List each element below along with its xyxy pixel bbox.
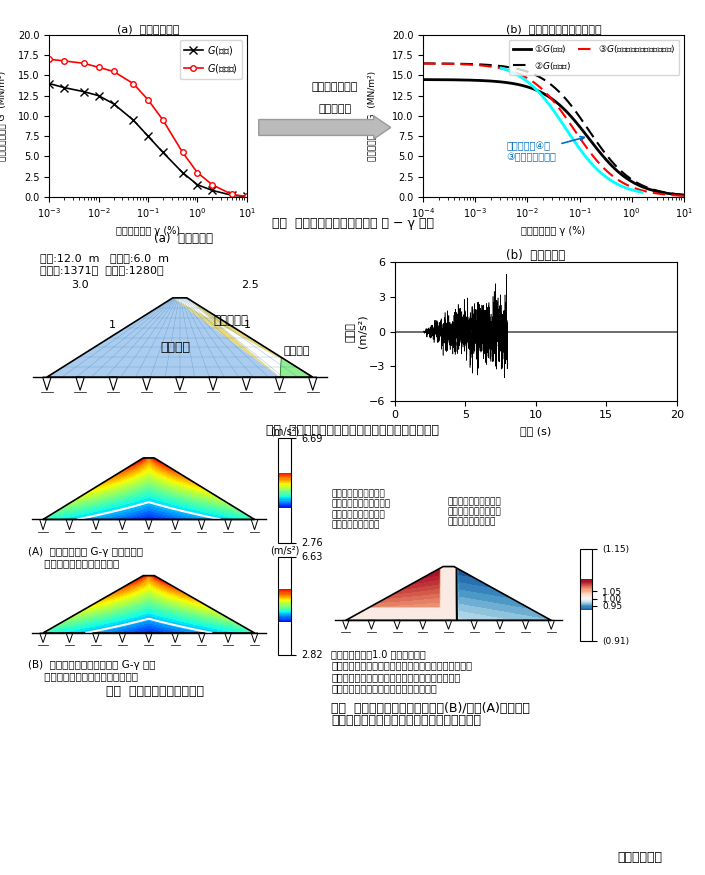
$G$(飽和) — [94, 90, 103, 101]
②$G$(不飽和) — [489, 60, 497, 71]
Line: $G$(不飽和): $G$(不飽和) — [47, 57, 250, 200]
$G$(不飽和) — [178, 147, 187, 158]
X-axis label: せん断ひずみ γ (%): せん断ひずみ γ (%) — [116, 226, 180, 236]
Text: （＊）括弧内の数値：算出された最大値または最小値: （＊）括弧内の数値：算出された最大値または最小値 — [331, 661, 472, 670]
$G$(飽和) — [193, 179, 202, 190]
$G$(不飽和) — [144, 94, 152, 105]
②$G$(不飽和) — [419, 58, 427, 68]
Text: 2.5: 2.5 — [241, 280, 259, 290]
Y-axis label: 加速度
(m/s²): 加速度 (m/s²) — [345, 315, 367, 348]
Line: ②$G$(不飽和): ②$G$(不飽和) — [423, 63, 684, 195]
Text: 節点数:1371個  要素数:1280個: 節点数:1371個 要素数:1280個 — [40, 265, 164, 275]
$G$(不飽和) — [109, 66, 118, 77]
③$G$(不飽和・飽和の比例を仮定) — [467, 60, 476, 70]
②$G$(不飽和) — [680, 190, 688, 200]
$G$(不飽和) — [45, 54, 54, 65]
③$G$(不飽和・飽和の比例を仮定) — [434, 59, 443, 69]
Text: 図４  最大応答加速度の比（図３(B)/図３(A)）の分布: 図４ 最大応答加速度の比（図３(B)/図３(A)）の分布 — [331, 702, 530, 715]
①$G$(飽和) — [489, 76, 497, 87]
Text: 不飽和領域: 不飽和領域 — [214, 314, 249, 327]
Title: (m/s²): (m/s²) — [270, 546, 300, 556]
Title: (a)  土質試験結果: (a) 土質試験結果 — [117, 24, 179, 34]
Text: 1: 1 — [109, 319, 116, 330]
$G$(不飽和) — [159, 115, 167, 125]
①$G$(飽和) — [680, 190, 688, 200]
$G$(飽和) — [144, 131, 152, 142]
$G$(不飽和) — [243, 192, 251, 202]
Text: （田頭秀弥）: （田頭秀弥） — [618, 850, 663, 864]
FancyArrow shape — [259, 116, 391, 139]
Polygon shape — [47, 298, 280, 377]
Title: (m/s²): (m/s²) — [270, 427, 300, 437]
Title: (a)  メッシュ図: (a) メッシュ図 — [154, 232, 213, 245]
Text: 3.0: 3.0 — [70, 280, 88, 290]
Text: 飽和領域ではの大きめ
の評価箇所（赤いエリア
ア）の下に小めの評価
箇所（青いエリア）: 飽和領域ではの大きめ の評価箇所（赤いエリア ア）の下に小めの評価 箇所（青いエ… — [331, 489, 391, 529]
③$G$(不飽和・飽和の比例を仮定) — [657, 189, 666, 200]
$G$(不飽和) — [80, 58, 88, 68]
Text: （カラースケールの最大値・最小値は比較を容易: （カラースケールの最大値・最小値は比較を容易 — [331, 672, 460, 682]
Title: (b)  入力地震波: (b) 入力地震波 — [506, 249, 565, 262]
③$G$(不飽和・飽和の比例を仮定) — [489, 61, 497, 72]
$G$(飽和) — [129, 115, 137, 125]
Text: ドレーン: ドレーン — [283, 346, 309, 356]
③$G$(不飽和・飽和の比例を仮定) — [680, 191, 688, 201]
Legend: $G$(飽和), $G$(不飽和): $G$(飽和), $G$(不飽和) — [180, 40, 242, 79]
Text: (A)  不飽和領域の G-γ 関係に土質
     試験データを使用した場合: (A) 不飽和領域の G-γ 関係に土質 試験データを使用した場合 — [28, 547, 143, 569]
Text: にモデル化: にモデル化 — [319, 104, 351, 114]
①$G$(飽和) — [419, 74, 427, 85]
Polygon shape — [280, 357, 313, 377]
Text: －現在の評価法が応答加速度に与える影響－: －現在の評価法が応答加速度に与える影響－ — [331, 714, 482, 727]
Text: (B)  不飽和領域と飽和領域の G-γ 関係
     が比例関係にあると仮定した場合: (B) 不飽和領域と飽和領域の G-γ 関係 が比例関係にあると仮定した場合 — [28, 660, 156, 682]
X-axis label: せん断ひずみ γ (%): せん断ひずみ γ (%) — [522, 226, 585, 236]
Text: 飽和領域: 飽和領域 — [160, 341, 190, 354]
Text: 不飽和領域の広い範囲
で応答加速度を小さく
評価（青いエリア）: 不飽和領域の広い範囲 で応答加速度を小さく 評価（青いエリア） — [448, 497, 501, 527]
②$G$(不飽和) — [657, 186, 666, 197]
$G$(飽和) — [159, 147, 167, 158]
②$G$(不飽和) — [434, 59, 443, 69]
①$G$(飽和) — [434, 74, 443, 85]
$G$(不飽和) — [60, 56, 68, 66]
③$G$(不飽和・飽和の比例を仮定) — [666, 190, 675, 200]
Text: 図２  数値解析に使用したメッシュ図と入力地震波: 図２ 数値解析に使用したメッシュ図と入力地震波 — [266, 424, 439, 437]
Line: ③$G$(不飽和・飽和の比例を仮定): ③$G$(不飽和・飽和の比例を仮定) — [423, 64, 684, 196]
$G$(飽和) — [178, 167, 187, 178]
Text: 図１  飽和状態と不飽和状態の Ｇ − γ 関係: 図１ 飽和状態と不飽和状態の Ｇ − γ 関係 — [271, 217, 434, 230]
$G$(飽和) — [243, 192, 251, 202]
①$G$(飽和) — [666, 189, 675, 200]
$G$(飽和) — [208, 186, 216, 196]
Text: この部分で④は
③よりも過大評価: この部分で④は ③よりも過大評価 — [507, 136, 584, 163]
$G$(飽和) — [228, 190, 236, 200]
$G$(飽和) — [80, 87, 88, 97]
Text: にするために別の数値を設定している）: にするために別の数値を設定している） — [331, 683, 437, 693]
$G$(不飽和) — [94, 62, 103, 73]
②$G$(不飽和) — [467, 59, 476, 69]
Y-axis label: せん断弾性係数 G  (MN/m²): せん断弾性係数 G (MN/m²) — [367, 71, 376, 161]
Title: (b)  現行の一般的な評価方法: (b) 現行の一般的な評価方法 — [505, 24, 601, 34]
③$G$(不飽和・飽和の比例を仮定) — [419, 59, 427, 69]
$G$(不飽和) — [193, 167, 202, 178]
$G$(不飽和) — [129, 78, 137, 88]
X-axis label: 時間 (s): 時間 (s) — [520, 426, 551, 436]
Text: 図３  最大応答加速度の分布: 図３ 最大応答加速度の分布 — [106, 685, 204, 698]
Line: ①$G$(飽和): ①$G$(飽和) — [423, 80, 684, 195]
Polygon shape — [173, 298, 313, 377]
②$G$(不飽和) — [429, 59, 438, 69]
Line: $G$(飽和): $G$(飽和) — [45, 80, 251, 200]
$G$(不飽和) — [228, 189, 236, 200]
①$G$(飽和) — [467, 75, 476, 86]
②$G$(不飽和) — [666, 188, 675, 199]
Text: 1: 1 — [244, 319, 251, 330]
$G$(飽和) — [60, 82, 68, 93]
Legend: ①$G$(飽和), ②$G$(不飽和), ③$G$(不飽和・飽和の比例を仮定): ①$G$(飽和), ②$G$(不飽和), ③$G$(不飽和・飽和の比例を仮定) — [509, 39, 680, 75]
Text: 堤高:12.0  m   天端幅:6.0  m: 堤高:12.0 m 天端幅:6.0 m — [40, 253, 169, 263]
①$G$(飽和) — [429, 74, 438, 85]
①$G$(飽和) — [657, 187, 666, 198]
$G$(飽和) — [109, 99, 118, 109]
Y-axis label: せん断弾性係数 G  (MN/m²): せん断弾性係数 G (MN/m²) — [0, 71, 6, 161]
$G$(飽和) — [45, 78, 54, 88]
Text: 地震応答解析用: 地震応答解析用 — [312, 82, 358, 92]
Text: （＊）黑実線：1.0 のコントアー: （＊）黑実線：1.0 のコントアー — [331, 649, 426, 659]
③$G$(不飽和・飽和の比例を仮定) — [429, 59, 438, 69]
$G$(不飽和) — [208, 179, 216, 190]
